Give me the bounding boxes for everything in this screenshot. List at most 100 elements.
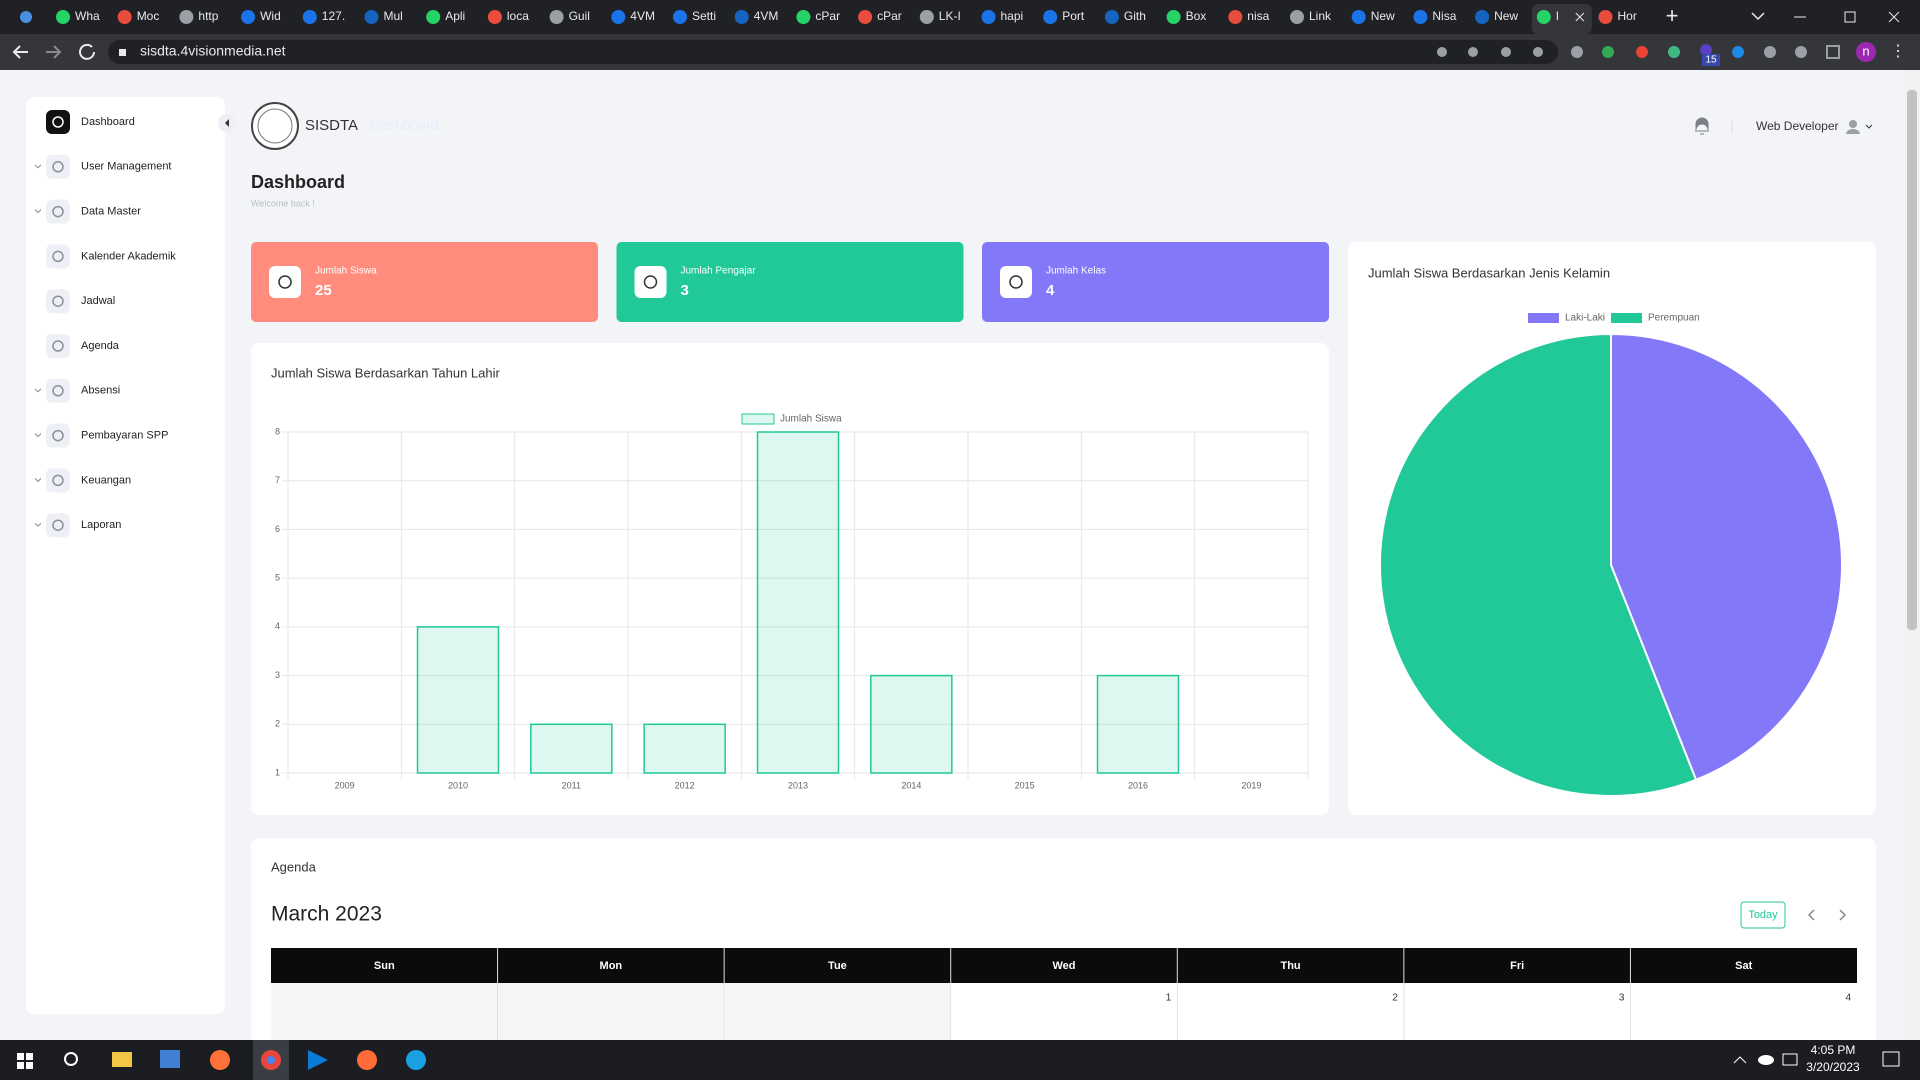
tab-title[interactable]: 127. (322, 9, 345, 23)
day-cell[interactable] (1404, 983, 1630, 1040)
tab-favicon[interactable] (981, 10, 996, 24)
menu-item[interactable]: Laporan (81, 519, 121, 531)
share-icon[interactable] (1501, 47, 1511, 57)
user-caret[interactable] (1865, 124, 1873, 129)
tab-title[interactable]: Hor (1618, 9, 1637, 23)
onedrive[interactable] (1758, 1055, 1774, 1065)
maximize[interactable] (1844, 11, 1856, 23)
firefox[interactable] (210, 1050, 230, 1070)
tab-favicon[interactable] (1413, 10, 1428, 24)
pinned-tab[interactable] (20, 11, 32, 23)
tab-title[interactable]: nisa (1247, 9, 1269, 23)
tab-title[interactable]: cPar (877, 9, 902, 23)
new-tab[interactable]: + (1666, 3, 1679, 28)
menu-icon-bg[interactable] (46, 334, 70, 358)
menu-chevron[interactable] (34, 478, 42, 483)
menu-icon-bg[interactable] (46, 289, 70, 314)
search-button[interactable] (64, 1052, 78, 1066)
tab-favicon[interactable] (673, 10, 687, 24)
tab-title[interactable]: Wha (75, 9, 100, 23)
tab-title[interactable]: http (198, 9, 218, 23)
tab-close[interactable] (1575, 12, 1585, 22)
today-label[interactable]: Today (1748, 909, 1778, 921)
tab-favicon[interactable] (179, 10, 194, 24)
tab-title[interactable]: Setti (692, 9, 716, 23)
tab-title[interactable]: 4VM (754, 9, 779, 23)
day-cell[interactable] (1630, 983, 1857, 1040)
tab-title[interactable]: Mul (384, 9, 403, 23)
app-icon[interactable] (160, 1050, 180, 1068)
menu-icon-bg[interactable] (46, 154, 70, 179)
menu-item[interactable]: Keuangan (81, 474, 131, 486)
vscode[interactable] (308, 1050, 328, 1070)
tab-title[interactable]: cPar (815, 9, 840, 23)
menu-icon-bg[interactable] (46, 468, 70, 493)
ext-icon[interactable] (1700, 44, 1712, 56)
tab-favicon[interactable] (611, 10, 626, 24)
user-name[interactable]: Web Developer (1756, 119, 1839, 133)
tab-favicon[interactable] (919, 10, 934, 24)
tab-favicon[interactable] (1475, 10, 1490, 24)
tab-favicon[interactable] (56, 10, 70, 24)
tab-favicon[interactable] (426, 10, 441, 24)
profile-letter[interactable]: n (1862, 43, 1869, 58)
day-cell[interactable] (1177, 983, 1404, 1040)
tab-favicon[interactable] (858, 10, 873, 24)
tab-title[interactable]: Port (1062, 9, 1085, 23)
tab-title[interactable]: Guil (569, 9, 590, 23)
menu-icon-bg[interactable] (46, 199, 70, 224)
menu-chevron[interactable] (34, 164, 42, 169)
menu-chevron[interactable] (34, 388, 42, 393)
zoom-icon[interactable] (1468, 47, 1478, 57)
tab-favicon[interactable] (1166, 10, 1181, 24)
menu-item[interactable]: Jadwal (81, 295, 115, 307)
menu-icon-bg[interactable] (46, 513, 70, 538)
menu-chevron[interactable] (34, 433, 42, 438)
tab-title[interactable]: hapi (1001, 9, 1024, 23)
menu-chevron[interactable] (34, 209, 42, 214)
ext-icon[interactable] (1636, 46, 1648, 58)
tab-favicon[interactable] (1104, 10, 1119, 24)
scroll-thumb[interactable] (1907, 90, 1917, 630)
postman[interactable] (357, 1050, 377, 1070)
menu[interactable]: ⋮ (1890, 43, 1906, 60)
day-cell[interactable] (951, 983, 1177, 1040)
tab-favicon[interactable] (1536, 10, 1551, 24)
menu-item[interactable]: User Management (81, 161, 172, 173)
tab-title[interactable]: Moc (137, 9, 160, 23)
tray-expand[interactable] (1733, 1056, 1747, 1064)
explorer[interactable] (112, 1052, 132, 1067)
notifications[interactable] (1882, 1051, 1900, 1067)
tab-title[interactable]: LK-I (939, 9, 961, 23)
ext-icon[interactable] (1571, 46, 1583, 58)
menu-icon-bg[interactable] (46, 378, 70, 403)
menu-icon-bg[interactable] (46, 423, 70, 448)
tab-title[interactable]: I (1556, 9, 1559, 23)
menu-item[interactable]: Dashboard (81, 116, 135, 128)
tab-title[interactable]: Gith (1124, 9, 1146, 23)
menu-chevron[interactable] (34, 522, 42, 527)
star-icon[interactable] (1533, 47, 1543, 57)
start-button[interactable] (17, 1053, 33, 1069)
tab-favicon[interactable] (302, 10, 317, 24)
network[interactable] (1782, 1053, 1798, 1066)
tab-favicon[interactable] (1598, 10, 1613, 24)
menu-item[interactable]: Kalender Akademik (81, 250, 176, 262)
clock-date[interactable]: 3/20/2023 (1806, 1060, 1860, 1074)
omnibox[interactable] (108, 40, 1558, 64)
tab-title[interactable]: New (1371, 9, 1395, 23)
notification-bell[interactable] (1695, 117, 1709, 135)
ext-icon[interactable] (1795, 46, 1807, 58)
tab-favicon[interactable] (796, 10, 811, 24)
profile[interactable] (1856, 42, 1876, 62)
today-button[interactable] (1740, 901, 1786, 929)
menu-item[interactable]: Pembayaran SPP (81, 430, 168, 442)
tab-favicon[interactable] (1228, 10, 1243, 24)
prev-month[interactable] (1807, 909, 1815, 921)
tab-title[interactable]: New (1494, 9, 1518, 23)
menu-item[interactable]: Data Master (81, 206, 141, 218)
tab-title[interactable]: Nisa (1432, 9, 1456, 23)
day-number[interactable]: 3 (1619, 993, 1625, 1004)
ext-icon[interactable] (1764, 46, 1776, 58)
menu-icon-bg[interactable] (46, 110, 70, 134)
